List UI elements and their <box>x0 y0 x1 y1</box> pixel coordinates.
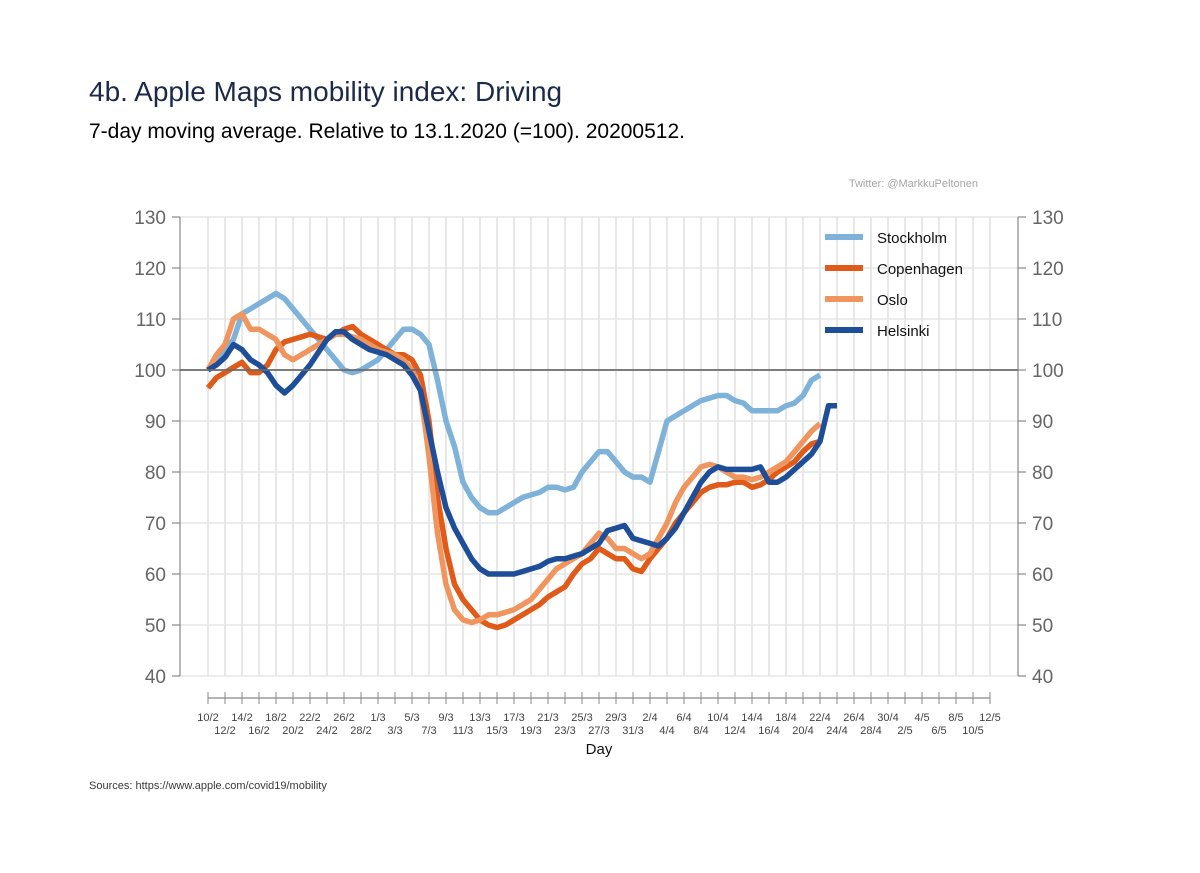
x-tick-label: 16/2 <box>248 725 269 737</box>
x-tick-label: 12/5 <box>979 712 1000 724</box>
x-tick-label: 28/2 <box>350 725 371 737</box>
x-tick-label: 23/3 <box>554 725 575 737</box>
x-tick-label: 11/3 <box>453 725 474 737</box>
x-tick-label: 2/5 <box>897 725 912 737</box>
x-tick-label: 8/5 <box>948 712 963 724</box>
x-tick-label: 15/3 <box>486 725 507 737</box>
y-tick-label-right: 60 <box>1032 565 1053 586</box>
x-tick-label: 10/5 <box>962 725 983 737</box>
y-tick-label-left: 40 <box>145 667 166 688</box>
y-tick-label-right: 70 <box>1032 514 1053 535</box>
x-tick-label: 12/2 <box>214 725 235 737</box>
legend-label-oslo: Oslo <box>877 292 908 309</box>
x-tick-label: 7/3 <box>421 725 436 737</box>
y-tick-label-right: 50 <box>1032 616 1053 637</box>
x-tick-label: 14/2 <box>231 712 252 724</box>
x-tick-label: 27/3 <box>588 725 609 737</box>
x-axis-title: Day <box>586 741 613 758</box>
twitter-credit: Twitter: @MarkkuPeltonen <box>848 178 978 190</box>
x-tick-label: 20/2 <box>282 725 303 737</box>
x-tick-label: 14/4 <box>741 712 762 724</box>
x-tick-label: 8/4 <box>693 725 708 737</box>
x-tick-label: 17/3 <box>503 712 524 724</box>
y-tick-label-left: 120 <box>134 259 166 280</box>
x-tick-label: 12/4 <box>724 725 745 737</box>
x-tick-label: 24/2 <box>316 725 337 737</box>
series-line-stockholm <box>205 290 822 516</box>
y-tick-label-right: 110 <box>1032 310 1062 331</box>
legend-label-helsinki: Helsinki <box>877 323 930 340</box>
x-tick-label: 4/5 <box>914 712 929 724</box>
x-tick-label: 10/2 <box>197 712 218 724</box>
x-tick-label: 3/3 <box>387 725 402 737</box>
x-tick-label: 20/4 <box>792 725 813 737</box>
x-tick-label: 24/4 <box>826 725 847 737</box>
y-tick-label-left: 100 <box>134 361 166 382</box>
x-tick-label: 13/3 <box>469 712 490 724</box>
chart-subtitle: 7-day moving average. Relative to 13.1.2… <box>89 120 685 143</box>
x-tick-label: 4/4 <box>659 725 674 737</box>
y-tick-label-left: 70 <box>145 514 166 535</box>
x-tick-label: 22/4 <box>809 712 830 724</box>
x-tick-label: 26/2 <box>333 712 354 724</box>
y-tick-label-left: 110 <box>136 310 166 331</box>
y-tick-label-left: 50 <box>145 616 166 637</box>
legend-label-copenhagen: Copenhagen <box>877 261 963 278</box>
x-tick-label: 25/3 <box>571 712 592 724</box>
x-tick-label: 6/5 <box>931 725 946 737</box>
x-tick-label: 19/3 <box>520 725 541 737</box>
x-tick-label: 18/4 <box>775 712 796 724</box>
x-tick-label: 9/3 <box>438 712 453 724</box>
x-tick-label: 22/2 <box>299 712 320 724</box>
y-tick-label-right: 130 <box>1032 208 1064 229</box>
y-tick-label-right: 90 <box>1032 412 1053 433</box>
x-tick-label: 18/2 <box>265 712 286 724</box>
x-tick-label: 30/4 <box>877 712 898 724</box>
x-tick-label: 26/4 <box>843 712 864 724</box>
y-tick-label-left: 90 <box>145 412 166 433</box>
x-tick-label: 1/3 <box>370 712 385 724</box>
series-line-helsinki <box>206 329 837 577</box>
x-tick-label: 10/4 <box>707 712 728 724</box>
y-tick-label-left: 130 <box>134 208 166 229</box>
x-tick-label: 6/4 <box>676 712 691 724</box>
x-tick-label: 29/3 <box>605 712 626 724</box>
x-tick-label: 28/4 <box>860 725 881 737</box>
source-note: Sources: https://www.apple.com/covid19/m… <box>89 780 327 792</box>
y-tick-label-left: 60 <box>145 565 166 586</box>
x-tick-label: 16/4 <box>758 725 779 737</box>
y-tick-label-right: 80 <box>1032 463 1053 484</box>
y-tick-label-right: 120 <box>1032 259 1064 280</box>
y-tick-label-left: 80 <box>145 463 166 484</box>
x-tick-label: 21/3 <box>537 712 558 724</box>
series-line-copenhagen <box>205 323 821 631</box>
x-tick-label: 31/3 <box>622 725 643 737</box>
x-tick-label: 2/4 <box>642 712 657 724</box>
chart-title: 4b. Apple Maps mobility index: Driving <box>89 76 563 107</box>
legend-label-stockholm: Stockholm <box>877 230 947 247</box>
y-tick-label-right: 100 <box>1032 361 1064 382</box>
x-tick-label: 5/3 <box>404 712 419 724</box>
y-tick-label-right: 40 <box>1032 667 1053 688</box>
